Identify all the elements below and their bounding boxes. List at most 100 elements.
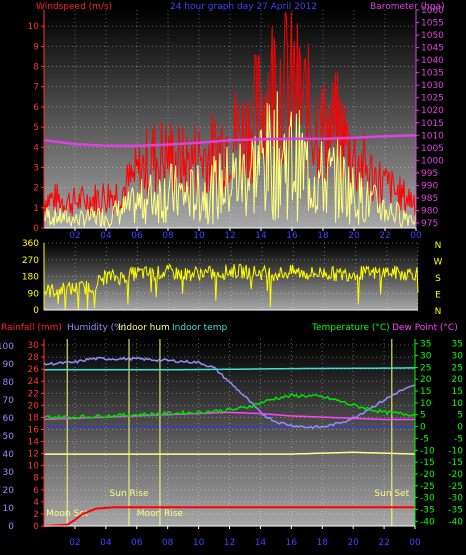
temp-series: Moon Set Sun Rise Moon Rise Sun Set [43, 339, 416, 527]
humidity-tick-label: 60 [3, 414, 15, 424]
dew-point-tick-label: 25 [452, 363, 463, 373]
dew-point-tick-label: -10 [448, 446, 463, 456]
barometer-line [43, 134, 417, 148]
compass-label: S [435, 274, 441, 284]
humidity-axis-label: Humidity (%) [67, 323, 126, 333]
dew-point-tick-label: -35 [448, 505, 463, 515]
dew-point-tick-label: 35 [452, 340, 463, 350]
event-marker-label: Moon Rise [137, 509, 184, 519]
rain-tick-label: 6 [33, 486, 39, 496]
rain-tick-label: 2 [33, 510, 39, 520]
rain-axis-label: Rainfall (mm) [1, 323, 62, 333]
rain-line [43, 506, 415, 527]
temperature-tick-label: -30 [420, 494, 435, 504]
temperature-tick-label: 25 [420, 363, 431, 373]
x-tick-label: 12 [224, 538, 235, 548]
compass-label: W [434, 258, 443, 268]
x-tick-label: 22 [379, 231, 390, 241]
humidity-tick-label: 0 [8, 522, 14, 532]
humidity-tick-label: 30 [3, 468, 15, 478]
temperature-axis-label: Temperature (°C) [311, 323, 390, 333]
compass-label: N [435, 307, 442, 317]
wind-y-tick-label: 0 [33, 224, 39, 234]
dew-point-tick-label: 20 [452, 375, 464, 385]
temperature-tick-label: -40 [420, 517, 435, 527]
dew-point-tick-label: 5 [457, 411, 463, 421]
x-tick-label: 04 [100, 231, 112, 241]
x-tick-label: 00 [409, 538, 421, 548]
dew-point-tick-label: -5 [454, 434, 463, 444]
barometer-tick-label: 1055 [421, 19, 444, 29]
barometer-tick-label: 1035 [421, 69, 444, 79]
direction-tick-label: 0 [33, 306, 39, 316]
rain-tick-label: 12 [28, 450, 39, 460]
compass-label: E [435, 291, 441, 301]
x-tick-label: 10 [193, 538, 205, 548]
rain-tick-label: 14 [28, 438, 40, 448]
temperature-line [43, 393, 416, 420]
temperature-tick-label: 10 [420, 399, 432, 409]
wind-y-tick-label: 6 [33, 103, 39, 113]
x-tick-label: 12 [224, 231, 235, 241]
dew-point-tick-label: -30 [448, 494, 463, 504]
rain-tick-label: 10 [28, 462, 40, 472]
wind-y-tick-label: 2 [33, 184, 39, 194]
wind-y-tick-label: 9 [33, 42, 39, 52]
humidity-line [43, 356, 416, 430]
temperature-tick-label: -10 [420, 446, 435, 456]
rain-tick-label: 30 [28, 341, 40, 351]
indoor-temp-line [44, 367, 415, 371]
temp-grid [44, 339, 416, 527]
rain-tick-label: 4 [33, 498, 39, 508]
event-marker-label: Moon Set [46, 509, 89, 519]
dew-point-tick-label: 0 [457, 423, 463, 433]
rain-tick-label: 18 [28, 413, 40, 423]
barometer-tick-label: 1045 [421, 44, 444, 54]
x-tick-label: 14 [255, 538, 267, 548]
wind-y-tick-label: 5 [33, 123, 39, 133]
x-tick-label: 20 [347, 538, 359, 548]
x-tick-label: 16 [286, 538, 298, 548]
barometer-tick-label: 1000 [421, 156, 444, 166]
barometer-tick-label: 1005 [421, 144, 444, 154]
temperature-tick-label: 5 [420, 411, 426, 421]
barometer-tick-label: 1050 [421, 31, 444, 41]
wind-speed-line [43, 91, 417, 229]
x-tick-label: 02 [69, 231, 80, 241]
rain-tick-label: 8 [33, 474, 39, 484]
humidity-tick-label: 50 [3, 432, 15, 442]
rain-tick-label: 22 [28, 389, 39, 399]
barometer-tick-label: 1040 [421, 56, 444, 66]
rain-tick-label: 16 [28, 425, 40, 435]
x-tick-label: 04 [100, 538, 112, 548]
wind-axes: 0123456789109759809859909951000100510101… [28, 6, 445, 241]
humidity-tick-label: 100 [0, 342, 14, 352]
humidity-tick-label: 20 [3, 486, 15, 496]
barometer-tick-label: 990 [421, 181, 438, 191]
barometer-tick-label: 980 [421, 206, 438, 216]
barometer-tick-label: 1015 [421, 119, 444, 129]
temperature-tick-label: 30 [420, 352, 432, 362]
rain-tick-label: 28 [28, 353, 40, 363]
temperature-tick-label: 35 [420, 340, 431, 350]
direction-tick-label: 270 [22, 256, 39, 266]
x-tick-label: 18 [317, 538, 329, 548]
indoor-temp-label: Indoor temp [172, 323, 227, 333]
x-tick-label: 22 [378, 538, 389, 548]
event-marker-label: Sun Rise [110, 489, 149, 499]
direction-tick-label: 180 [22, 273, 39, 283]
temperature-tick-label: -25 [420, 482, 435, 492]
indoor-hum-label: Indoor hum [118, 323, 170, 333]
humidity-tick-label: 10 [3, 504, 15, 514]
x-tick-label: 20 [348, 231, 360, 241]
wind-series [43, 11, 417, 229]
x-tick-label: 16 [286, 231, 298, 241]
barometer-tick-label: 975 [421, 219, 438, 229]
barometer-tick-label: 1025 [421, 94, 444, 104]
x-tick-label: 06 [131, 231, 143, 241]
dew-point-tick-label: 15 [452, 387, 463, 397]
wind-left-axis-label: Windspeed (m/s) [36, 2, 112, 12]
temperature-tick-label: 0 [420, 423, 426, 433]
chart-title: 24 hour graph day 27 April 2012 [170, 2, 317, 12]
